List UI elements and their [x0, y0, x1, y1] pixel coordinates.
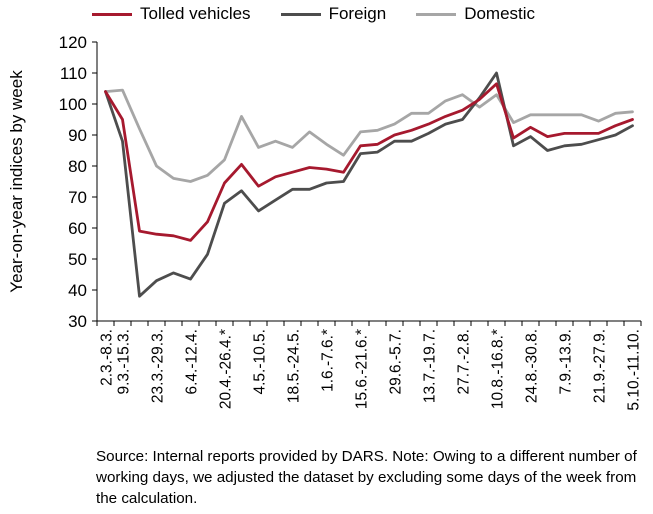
series-line-foreign [104, 71, 634, 298]
y-tick-label: 100 [59, 95, 87, 114]
line-chart: 30 40 50 60 70 80 90 100 110 120 2.3.-8.3. 9.3.-15.… [7, 33, 643, 411]
legend-label-tolled: Tolled vehicles [140, 4, 251, 23]
series-line-domestic [104, 88, 634, 183]
y-tick-label: 40 [68, 281, 87, 300]
y-axis-title: Year-on-year indices by week [7, 70, 26, 293]
x-tick-label: 13.7.-19.7. [422, 329, 439, 403]
legend-label-domestic: Domestic [464, 4, 536, 23]
x-tick-label: 10.8.-16.8.* [490, 329, 507, 409]
legend-label-foreign: Foreign [328, 4, 387, 23]
x-tick-label: 18.5.-24.5. [286, 329, 303, 403]
x-tick-label: 5.10.-11.10. [626, 329, 643, 411]
x-tick-label: 15.6.-21.6.* [354, 329, 371, 409]
x-tick-label: 9.3.-15.3. [116, 329, 133, 395]
x-tick-label: 20.4.-26.4.* [218, 329, 235, 409]
legend-swatch-foreign [280, 12, 321, 16]
x-tick-label: 21.9.-27.9. [592, 329, 609, 403]
y-tick-label: 90 [68, 126, 87, 145]
legend-item-domestic: Domestic [416, 4, 535, 24]
x-tick-label: 29.6.-5.7. [388, 329, 405, 395]
y-tick-label: 60 [68, 219, 87, 238]
legend-swatch-tolled [92, 12, 132, 16]
source-note: Source: Internal reports provided by DAR… [96, 448, 637, 507]
x-tick-label: 7.9.-13.9. [558, 329, 575, 395]
legend-swatch-domestic [416, 12, 457, 16]
y-tick-label: 80 [68, 157, 87, 176]
legend-item-tolled: Tolled vehicles [92, 4, 251, 24]
y-tick-label: 110 [60, 64, 87, 83]
x-tick-label: 23.3.-29.3. [150, 329, 167, 403]
y-tick-label: 30 [68, 312, 87, 331]
x-tick-label: 1.6.-7.6.* [320, 329, 337, 392]
x-tick-label: 6.4.-12.4. [184, 329, 201, 395]
x-tick-label: 27.7.-2.8. [456, 329, 473, 395]
legend-item-foreign: Foreign [280, 4, 387, 24]
x-tick-label: 24.8.-30.8. [524, 329, 541, 403]
chart-legend: Tolled vehicles Foreign Domestic [92, 4, 535, 24]
y-tick-label: 70 [68, 188, 87, 207]
y-tick-label: 120 [59, 33, 87, 52]
series-line-tolled-vehicles [104, 82, 634, 242]
x-tick-label: 4.5.-10.5. [252, 329, 269, 395]
x-tick-label: 2.3.-8.3. [99, 329, 116, 386]
y-tick-label: 50 [68, 250, 87, 269]
